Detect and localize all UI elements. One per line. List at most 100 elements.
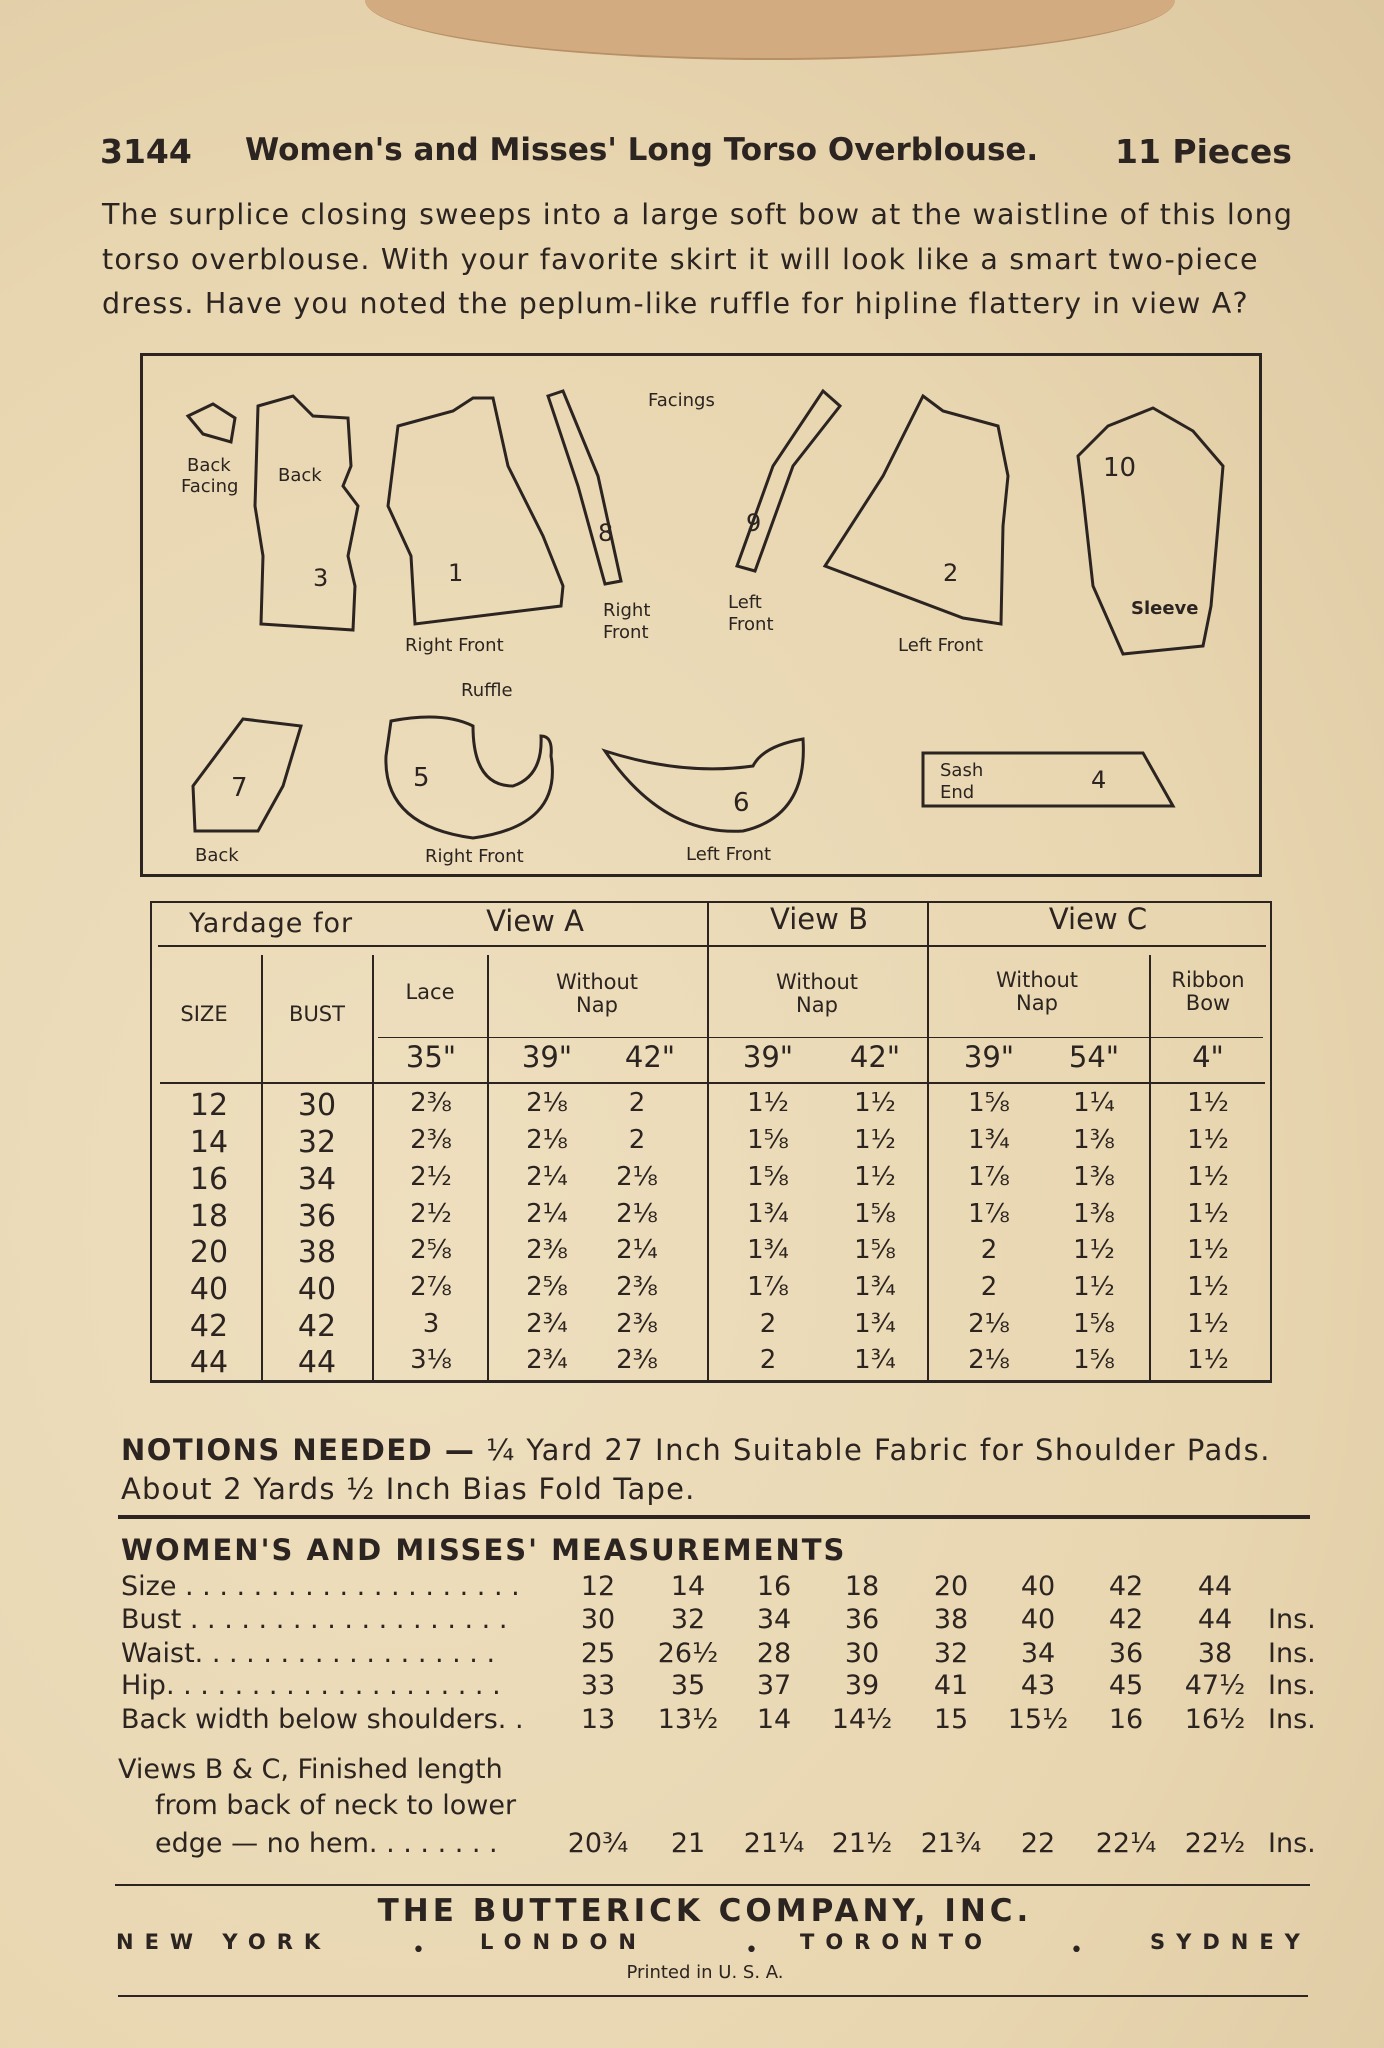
company-name: THE BUTTERICK COMPANY, INC.	[377, 1893, 1033, 1929]
yardage-cell: 1½	[854, 1162, 896, 1192]
yardage-cell: 1⅜	[1073, 1162, 1115, 1192]
yardage-cell: 1½	[1187, 1125, 1229, 1155]
measurement-value: 42	[1108, 1604, 1144, 1635]
yardage-cell: 2½	[410, 1199, 452, 1229]
yardage-cell: 1⅝	[1073, 1345, 1115, 1375]
ruffle-label: Ruffle	[461, 680, 513, 701]
measurement-label: Size . . . . . . . . . . . . . . . . . .…	[121, 1571, 520, 1602]
measurement-value: 37	[756, 1670, 792, 1701]
measurement-unit: Ins.	[1268, 1704, 1316, 1735]
yardage-cell: 3⅛	[410, 1345, 452, 1375]
measurement-label: Hip. . . . . . . . . . . . . . . . . . .…	[121, 1670, 501, 1701]
yardage-cell: 1⅝	[747, 1125, 789, 1155]
yardage-cell: 34	[297, 1162, 337, 1197]
yardage-cell: 14	[189, 1125, 229, 1160]
ribbon-bow-header: Ribbon Bow	[1171, 968, 1245, 1016]
yardage-cell: 2	[628, 1088, 646, 1118]
yardage-cell: 1¾	[747, 1235, 789, 1265]
printed-in: Printed in U. S. A.	[626, 1962, 784, 1983]
notions-line: About 2 Yards ½ Inch Bias Fold Tape.	[121, 1472, 696, 1506]
yardage-cell: 2⅝	[410, 1235, 452, 1265]
fabric-width: 54"	[1068, 1040, 1120, 1074]
measurement-value: 16	[1108, 1704, 1144, 1735]
bust-header: BUST	[289, 1002, 345, 1026]
yardage-cell: 38	[297, 1235, 337, 1270]
piece-number: 1	[448, 559, 463, 587]
yardage-cell: 2	[980, 1272, 998, 1302]
yardage-cell: 2⅛	[968, 1309, 1010, 1339]
piece-number: 2	[943, 559, 958, 587]
measurement-value: 45	[1108, 1670, 1144, 1701]
city-separator: •	[1070, 1938, 1083, 1963]
yardage-cell: 2⅛	[616, 1199, 658, 1229]
yardage-cell: 1½	[1073, 1272, 1115, 1302]
yardage-cell: 2⅛	[526, 1125, 568, 1155]
finished-length-label: edge — no hem. . . . . . . .	[155, 1828, 498, 1859]
yardage-cell: 18	[189, 1199, 229, 1234]
back-label: Back	[278, 465, 322, 486]
ruffle-left-front-label: Left Front	[686, 844, 771, 865]
yardage-cell: 2⅜	[410, 1088, 452, 1118]
yardage-cell: 32	[297, 1125, 337, 1160]
measurement-value: 39	[844, 1670, 880, 1701]
yardage-cell: 1¾	[854, 1345, 896, 1375]
back-facing-piece	[185, 402, 237, 444]
measurement-value: 13½	[657, 1704, 719, 1735]
sash-label: End	[940, 782, 974, 803]
right-front-facing-label: Front	[603, 622, 649, 643]
yardage-cell: 44	[189, 1345, 229, 1380]
measurement-value: 15½	[1007, 1704, 1069, 1735]
measurement-value: 38	[1197, 1638, 1233, 1669]
measurement-value: 13	[580, 1704, 616, 1735]
without-nap-header: Without Nap	[775, 970, 859, 1018]
piece-number: 7	[231, 773, 248, 803]
city-separator: •	[412, 1938, 425, 1963]
piece-number: 8	[598, 519, 613, 547]
yardage-cell: 40	[297, 1272, 337, 1307]
finished-length-value: 20¾	[567, 1828, 629, 1859]
yardage-cell: 2⅛	[968, 1345, 1010, 1375]
measurement-label: Bust . . . . . . . . . . . . . . . . . .…	[121, 1604, 508, 1635]
left-front-facing-label: Left	[728, 592, 762, 613]
yardage-cell: 2⅛	[526, 1088, 568, 1118]
without-nap-header: Without Nap	[995, 968, 1079, 1016]
measurement-value: 14½	[831, 1704, 893, 1735]
yardage-cell: 2⅜	[616, 1272, 658, 1302]
yardage-cell: 1⅝	[1073, 1309, 1115, 1339]
yardage-cell: 2⅜	[410, 1125, 452, 1155]
yardage-cell: 1½	[1187, 1345, 1229, 1375]
right-front-piece	[386, 396, 565, 626]
yardage-cell: 1¾	[968, 1125, 1010, 1155]
yardage-cell: 12	[189, 1088, 229, 1123]
yardage-cell: 2¾	[526, 1309, 568, 1339]
piece-number: 3	[313, 564, 328, 592]
ruffle-left-front-piece	[601, 737, 805, 833]
yardage-cell: 2	[980, 1235, 998, 1265]
yardage-cell: 2⅝	[526, 1272, 568, 1302]
piece-number: 6	[733, 788, 750, 818]
yardage-cell: 36	[297, 1199, 337, 1234]
right-front-facing-label: Right	[603, 600, 650, 621]
yardage-cell: 1⅝	[968, 1088, 1010, 1118]
city-separator: •	[745, 1938, 758, 1963]
yardage-cell: 1⅝	[854, 1199, 896, 1229]
divider	[118, 1515, 1310, 1519]
measurement-unit: Ins.	[1268, 1670, 1316, 1701]
finished-length-value: 22	[1020, 1828, 1056, 1859]
finished-length-value: 21½	[831, 1828, 893, 1859]
yardage-cell: 2⅜	[616, 1345, 658, 1375]
view-c-header: View C	[1048, 902, 1148, 936]
city: SYDNEY	[1150, 1930, 1311, 1954]
finished-length-label: from back of neck to lower	[155, 1790, 517, 1821]
measurement-value: 28	[756, 1638, 792, 1669]
yardage-cell: 1½	[1073, 1235, 1115, 1265]
back-piece	[253, 394, 360, 632]
yardage-cell: 1½	[1187, 1309, 1229, 1339]
yardage-cell: 40	[189, 1272, 229, 1307]
yardage-cell: 2⅜	[616, 1309, 658, 1339]
yardage-cell: 2¼	[526, 1162, 568, 1192]
yardage-cell: 1¾	[747, 1199, 789, 1229]
piece-number: 10	[1103, 453, 1136, 483]
measurement-value: 34	[756, 1604, 792, 1635]
yardage-cell: 30	[297, 1088, 337, 1123]
